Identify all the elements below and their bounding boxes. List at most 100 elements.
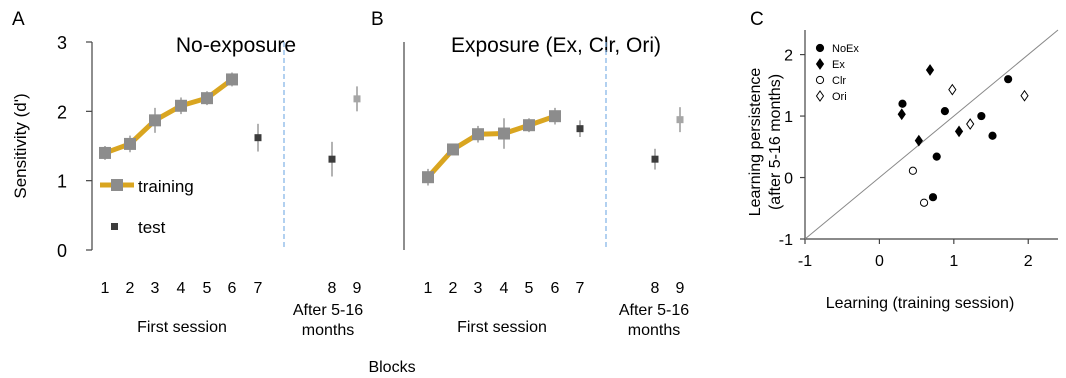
x-tick-label: 2 (449, 280, 458, 297)
point-noex (977, 111, 986, 121)
panel-c-xlabel: Learning (training session) (826, 295, 1015, 312)
y-tick-label: 2 (784, 48, 793, 65)
training-marker (498, 127, 510, 140)
panel-b-label: B (371, 9, 384, 30)
legend-swatch-ex (815, 58, 825, 70)
point-noex (928, 193, 938, 202)
x-tick-label: 7 (576, 280, 585, 297)
point-ex (954, 125, 964, 138)
point-noex (988, 131, 997, 140)
y-tick-label: 2 (57, 102, 67, 122)
x-tick-label: 1 (424, 280, 433, 297)
x-tick-label: -1 (798, 253, 812, 270)
training-marker (226, 73, 238, 86)
panel-b-group-first: First session (457, 319, 547, 336)
panel-a-errorbars (104, 72, 358, 177)
x-tick-label: 9 (676, 280, 685, 297)
point-ori (966, 118, 975, 130)
x-tick-label: 1 (101, 280, 110, 297)
shared-x-label: Blocks (368, 359, 415, 376)
legend-label-ori: Ori (832, 91, 847, 103)
legend-swatch-ori (815, 90, 825, 102)
point-noex (940, 107, 949, 116)
panel-a-group-after: After 5-16 months (293, 302, 363, 339)
legend-test-swatch (111, 223, 118, 230)
panel-a-markers (99, 73, 361, 163)
panel-b-group-after: After 5-16 months (619, 302, 689, 339)
training-marker (99, 146, 111, 159)
panel-c-legend: NoEx Ex Clr Ori (815, 43, 859, 103)
panel-a-label: A (12, 9, 25, 30)
y-tick-label: -1 (779, 232, 793, 249)
panel-b-title: Exposure (Ex, Clr, Ori) (451, 34, 661, 57)
point-clr (908, 166, 917, 175)
y-tick-label: 0 (784, 171, 793, 188)
test-marker (353, 95, 361, 103)
legend-test-label: test (138, 218, 166, 237)
legend-label-noex: NoEx (832, 43, 859, 55)
legend-label-ex: Ex (832, 59, 845, 71)
x-tick-label: 0 (875, 253, 884, 270)
panel-a-group-first: First session (137, 319, 227, 336)
x-tick-label: 6 (551, 280, 560, 297)
y-tick-label: 1 (784, 109, 793, 126)
x-tick-label: 3 (474, 280, 483, 297)
point-ex (925, 64, 935, 76)
training-marker (472, 128, 484, 141)
training-marker (422, 171, 434, 184)
panel-c-label: C (750, 9, 764, 30)
test-marker (651, 155, 659, 163)
panel-c-ticks: -1 0 1 2 -1 0 1 2 (779, 48, 1033, 270)
panel-a-ylabel: Sensitivity (d') (11, 93, 30, 198)
y-tick-label: 0 (57, 241, 67, 261)
point-ori (948, 83, 957, 96)
training-marker (549, 110, 561, 123)
training-marker (175, 99, 187, 112)
x-tick-label: 8 (651, 280, 660, 297)
x-tick-label: 6 (228, 280, 237, 297)
panel-b-markers (422, 110, 684, 184)
panel-c-identity-line (804, 29, 1059, 240)
x-tick-label: 9 (353, 280, 362, 297)
x-tick-label: 1 (949, 253, 958, 270)
legend-training-marker-swatch (111, 179, 123, 191)
point-noex (1004, 75, 1013, 84)
training-marker (149, 114, 161, 127)
training-marker (523, 119, 535, 132)
panel-c-points (897, 64, 1029, 207)
y-tick-label: 1 (57, 172, 67, 192)
point-clr (919, 198, 929, 207)
x-tick-label: 5 (525, 280, 534, 297)
test-marker (328, 155, 336, 163)
x-tick-label: 2 (126, 280, 135, 297)
point-ex (897, 108, 906, 121)
legend-swatch-clr (815, 75, 825, 85)
x-tick-label: 3 (151, 280, 160, 297)
x-tick-label: 7 (254, 280, 263, 297)
training-marker (201, 92, 213, 105)
test-marker (676, 116, 684, 124)
point-noex (932, 152, 941, 161)
x-tick-label: 8 (328, 280, 337, 297)
panel-a-y-ticks: 0 1 2 3 (57, 33, 92, 261)
legend-label-clr: Clr (832, 75, 846, 87)
training-marker (124, 137, 136, 150)
x-tick-label: 4 (500, 280, 509, 297)
point-ori (1020, 89, 1029, 102)
legend-training-label: training (138, 177, 194, 196)
legend-swatch-noex (815, 43, 825, 53)
x-tick-label: 2 (1024, 253, 1033, 270)
y-tick-label: 3 (57, 33, 67, 53)
panel-c-ylabel: Learning persistence (after 5-16 months) (747, 68, 784, 217)
x-tick-label: 5 (203, 280, 212, 297)
panel-c: C Learning persistence (after 5-16 months… (747, 9, 1059, 312)
x-tick-label: 4 (177, 280, 186, 297)
test-marker (254, 134, 262, 142)
panel-a-title: No-exposure (176, 34, 296, 57)
point-noex (898, 99, 907, 108)
